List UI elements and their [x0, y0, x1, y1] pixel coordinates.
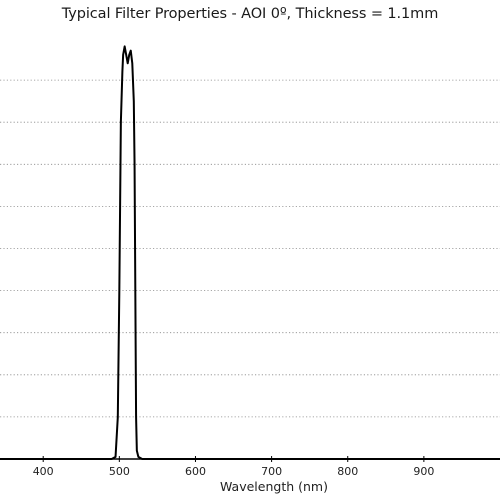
series-layer	[0, 45, 500, 460]
x-tick-label-400: 400	[33, 465, 54, 478]
x-tick-label-900: 900	[413, 465, 434, 478]
x-tick-label-700: 700	[261, 465, 282, 478]
x-tick-label-800: 800	[337, 465, 358, 478]
gridlines	[0, 79, 500, 418]
chart-title: Typical Filter Properties - AOI 0º, Thic…	[61, 6, 439, 22]
transmission-curve-0	[0, 45, 500, 460]
x-tick-label-600: 600	[185, 465, 206, 478]
tick-labels: 300400500600700800900Wavelength (nm)	[33, 465, 435, 494]
x-tick-label-500: 500	[109, 465, 130, 478]
x-axis-title: Wavelength (nm)	[220, 479, 328, 494]
